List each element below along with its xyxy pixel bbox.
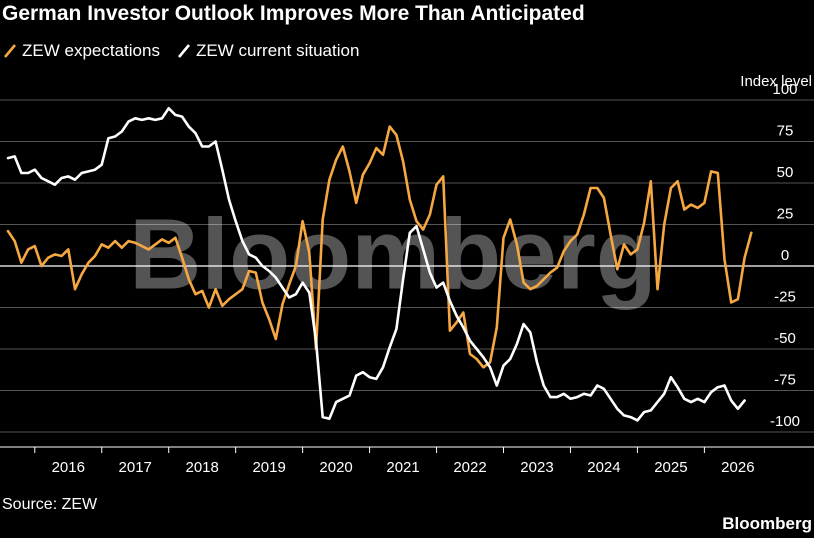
- legend-label-current: ZEW current situation: [195, 41, 360, 60]
- x-tick-label: 2022: [453, 459, 486, 476]
- chart-title: German Investor Outlook Improves More Th…: [2, 2, 585, 25]
- y-tick-label: -100: [770, 413, 800, 430]
- x-tick-label: 2026: [721, 459, 754, 476]
- y-axis-label: Index level: [740, 73, 812, 90]
- series-lines: [6, 107, 753, 422]
- brand-logo: Bloomberg: [722, 514, 812, 533]
- legend-swatch-expectations-icon: [4, 44, 16, 58]
- series-line-expectations: [6, 125, 753, 369]
- x-tick-label: 2025: [654, 459, 687, 476]
- x-tick-label: 2017: [119, 459, 152, 476]
- x-tick-label: 2024: [587, 459, 620, 476]
- y-tick-label: 50: [777, 164, 794, 181]
- y-tick-label: 25: [777, 206, 794, 223]
- x-tick-label: 2019: [252, 459, 285, 476]
- x-tick-label: 2016: [52, 459, 85, 476]
- y-axis-ticks: 100 75 50 25 0 -25 -50 -75 -100: [770, 81, 800, 430]
- y-tick-label: 75: [777, 123, 794, 140]
- y-tick-label: -75: [774, 372, 796, 389]
- legend-label-expectations: ZEW expectations: [22, 41, 160, 60]
- legend-swatch-current-icon: [177, 44, 190, 58]
- source-note: Source: ZEW: [2, 496, 98, 513]
- x-tick-label: 2023: [520, 459, 553, 476]
- series-line-current-situation: [6, 107, 746, 422]
- x-tick-label: 2021: [386, 459, 419, 476]
- watermark-text: Bloomberg: [129, 198, 657, 310]
- x-tick-label: 2020: [319, 459, 352, 476]
- y-tick-label: 0: [781, 247, 789, 264]
- legend-item-current: ZEW current situation: [177, 41, 360, 61]
- x-tick-label: 2018: [185, 459, 218, 476]
- legend: ZEW expectations ZEW current situation: [4, 41, 377, 61]
- y-tick-label: -50: [774, 330, 796, 347]
- y-tick-label: 100: [772, 81, 797, 98]
- y-tick-label: -25: [774, 289, 796, 306]
- legend-item-expectations: ZEW expectations: [4, 41, 160, 61]
- x-axis-ticks: 2016 2017 2018 2019 2020 2021 2022 2023 2024 2025…: [0, 446, 814, 476]
